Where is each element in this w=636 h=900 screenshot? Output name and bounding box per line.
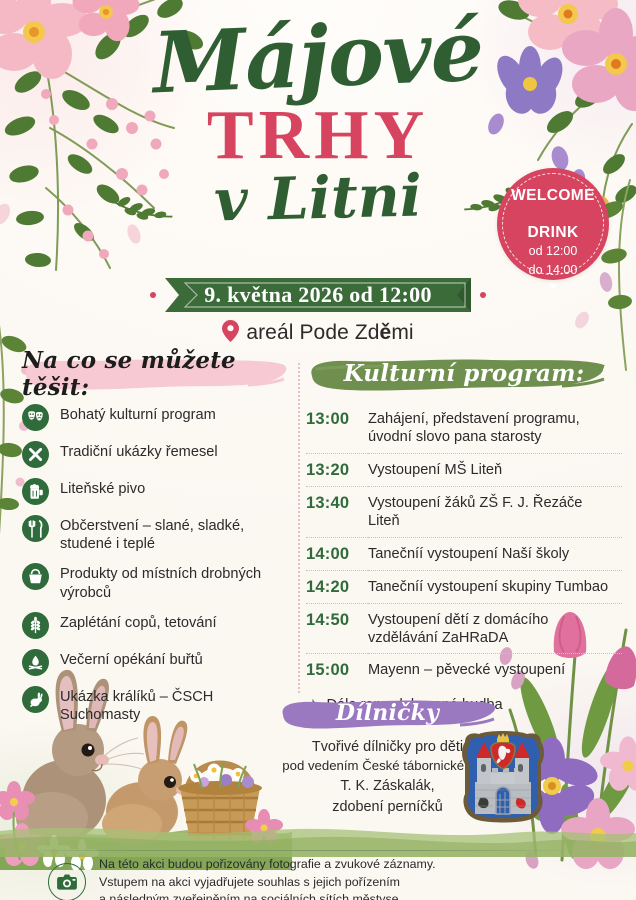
program-table: 13:00 Zahájení, představení programu, úv… [306,403,622,687]
list-item: Produkty od místních drobných výrobců [22,562,286,601]
program-event: Vystoupení žáků ZŠ F. J. Řezáče Liteň [368,485,622,537]
program-column: Kulturní program: 13:00 Zahájení, předst… [296,355,636,714]
beer-mug-icon [22,478,49,505]
liten-coat-of-arms [462,731,544,823]
ribbon-dot-left [150,292,156,298]
program-time: 13:40 [306,485,368,537]
venue-line: areál Pode Zděmi [0,320,636,345]
footer-divider [18,850,578,851]
program-time: 14:50 [306,602,368,654]
footer-text: Na této akci budou pořizovány fotografie… [99,856,436,900]
date-ribbon: 9. května 2026 od 12:00 [165,278,471,312]
venue-prefix: areál Pode Zd [246,321,380,344]
program-heading-text: Kulturní program: [343,360,585,387]
rabbit-icon [22,685,49,713]
content-columns: Na co se můžete těšit: Bohat [0,346,636,723]
feature-label: Občerstvení – slané, sladké, studené i t… [60,518,245,553]
wheat-icon [22,611,49,639]
list-item: Zaplétání copů, tetování [22,611,286,639]
date-ribbon-text: 9. května 2026 od 12:00 [204,281,432,307]
footer-line-3: a následným zveřejněním na sociálních sí… [99,892,403,900]
program-event: Vystoupení dětí z domácího vzdělávání Za… [368,602,622,654]
title-line-majove: Májové [151,0,485,113]
date-ribbon-row: 9. května 2026 od 12:00 [0,278,636,312]
features-column: Na co se můžete těšit: Bohat [0,346,296,723]
workshops-heading: Dílničky [278,696,498,732]
badge-dashed-ring [502,173,604,275]
workshops-line-3: T. K. Záskalák, [340,778,435,795]
crossed-tools-icon [22,441,49,468]
feature-label: Zaplétání copů, tetování [60,614,217,631]
feature-label: Bohatý kulturní program [60,407,216,423]
ribbon-dot-right [480,292,486,298]
program-event: Vystoupení MŠ Liteň [368,452,622,487]
feature-label: Produkty od místních drobných výrobců [60,566,262,601]
footer-line-1: Na této akci budou pořizovány fotografie… [99,857,436,871]
features-list: Bohatý kulturní program Tradiční ukázky … [22,403,286,724]
column-divider [298,363,300,693]
list-item: Bohatý kulturní program [22,403,286,431]
list-item: Liteňské pivo [22,477,286,505]
table-row: 13:20 Vystoupení MŠ Liteň [306,452,622,487]
theater-masks-icon [22,404,49,431]
venue-bold: ě [379,321,392,344]
title-line-trhy: TRHY [206,96,430,174]
basket-icon [22,563,49,591]
leaf-sprig-left-icon [113,196,173,220]
features-heading: Na co se můžete těšit: [22,346,287,401]
fork-knife-icon [22,515,49,542]
campfire-icon [22,648,49,676]
table-row: 14:00 Tanečníí vystoupení Naší školy [306,536,622,570]
program-event: Zahájení, představení programu, úvodní s… [368,411,580,446]
table-row: 14:20 Tanečníí vystoupení skupiny Tumbao [306,569,622,603]
footer: Na této akci budou pořizovány fotografie… [48,856,436,900]
workshops-body: Tvořivé dílničky pro děti pod vedením Če… [255,737,520,817]
feature-label: Tradiční ukázky řemesel [60,444,218,460]
program-time: 14:00 [306,536,368,570]
program-time: 13:20 [306,452,368,487]
welcome-drink-badge: WELCOME DRINK od 12:00 do 14:00 ♥ [497,168,609,292]
workshops-section: Dílničky Tvořivé dílničky pro děti pod v… [255,696,520,817]
workshops-line-2: pod vedením České tábornické unie [282,758,493,774]
program-time: 13:00 [306,410,350,428]
heart-icon: ♥ [549,278,557,293]
program-heading: Kulturní program: [306,355,622,395]
program-event: Tanečníí vystoupení Naší školy [368,536,622,570]
program-event: Mayenn – pěvecké vystoupení [368,653,622,687]
venue-suffix: mi [391,321,414,344]
table-row: 13:40 Vystoupení žáků ZŠ F. J. Řezáče Li… [306,485,622,537]
table-row: 13:00 Zahájení, představení programu, úv… [306,403,622,453]
program-event: Tanečníí vystoupení skupiny Tumbao [368,569,622,603]
program-time: 14:20 [306,569,368,603]
feature-label: Ukázka králíků – ČSCH Suchomasty [60,688,214,724]
list-item: Večerní opékání buřtů [22,648,286,676]
location-pin-icon [222,320,240,342]
workshops-line-4: zdobení perníčků [332,798,443,815]
features-heading-text: Na co se můžete těšit: [22,346,236,401]
table-row: 14:50 Vystoupení dětí z domácího vzděláv… [306,602,622,654]
list-item: Občerstvení – slané, sladké, studené i t… [22,514,286,553]
list-item: Tradiční ukázky řemesel [22,440,286,468]
feature-label: Večerní opékání buřtů [60,651,203,668]
list-item: Ukázka králíků – ČSCH Suchomasty [22,685,286,724]
workshops-heading-text: Dílničky [335,699,440,726]
title-text-v-litni: v Litni [213,161,423,235]
camera-icon [48,863,86,900]
footer-line-2: Vstupem na akci vyjadřujete souhlas s je… [99,874,400,889]
table-row: 15:00 Mayenn – pěvecké vystoupení [306,653,622,687]
workshops-line-1: Tvořivé dílničky pro děti [311,739,464,755]
feature-label: Liteňské pivo [60,481,146,497]
program-time: 15:00 [306,653,368,687]
